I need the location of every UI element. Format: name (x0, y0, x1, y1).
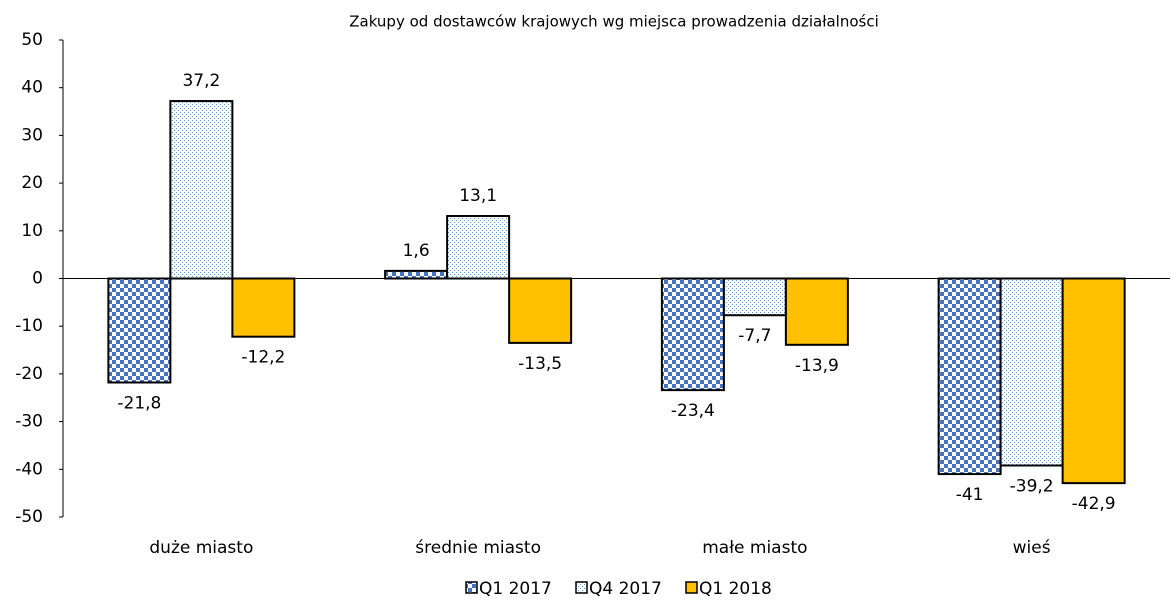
x-tick-label: małe miasto (702, 538, 807, 558)
y-tick-label: -20 (15, 364, 43, 384)
value-label: -42,9 (1072, 494, 1116, 514)
value-label: -23,4 (671, 401, 715, 421)
y-tick-label: 10 (21, 221, 43, 241)
y-tick-label: 50 (21, 30, 43, 50)
legend-swatch (575, 581, 588, 594)
bar (722, 277, 787, 317)
y-tick-label: 0 (32, 269, 43, 289)
value-label: -21,8 (117, 393, 161, 413)
value-label: 13,1 (459, 186, 497, 206)
value-label: -12,2 (241, 348, 285, 368)
chart-title: Zakupy od dostawców krajowych wg miejsca… (349, 13, 879, 31)
bar (508, 277, 573, 344)
y-tick-label: 30 (21, 125, 43, 145)
bar (446, 215, 511, 280)
value-label: 1,6 (403, 241, 430, 261)
x-tick-label: średnie miasto (415, 538, 541, 558)
x-tick-label: duże miasto (149, 538, 253, 558)
bar (384, 269, 449, 280)
y-tick-label: -40 (15, 459, 43, 479)
legend-label: Q4 2017 (589, 579, 662, 599)
bar (937, 277, 1002, 476)
legend-label: Q1 2018 (699, 579, 772, 599)
value-label: -13,9 (795, 356, 839, 376)
value-label: -39,2 (1010, 476, 1054, 496)
y-tick-label: 40 (21, 78, 43, 98)
bar (999, 277, 1064, 467)
legend-swatch (685, 581, 698, 594)
legend-swatch (465, 581, 478, 594)
bar (1061, 277, 1126, 485)
value-label: -7,7 (738, 326, 771, 346)
value-label: -41 (956, 485, 984, 505)
bar (784, 277, 849, 346)
legend-label: Q1 2017 (479, 579, 552, 599)
value-label: 37,2 (182, 71, 220, 91)
value-label: -13,5 (518, 354, 562, 374)
x-tick-label: wieś (1013, 538, 1051, 558)
y-tick-label: -10 (15, 316, 43, 336)
bar (660, 277, 725, 392)
bar (107, 277, 172, 384)
bar (231, 277, 296, 338)
bar (169, 100, 234, 280)
y-tick-label: -30 (15, 412, 43, 432)
y-tick-label: -50 (15, 507, 43, 527)
y-tick-label: 20 (21, 173, 43, 193)
